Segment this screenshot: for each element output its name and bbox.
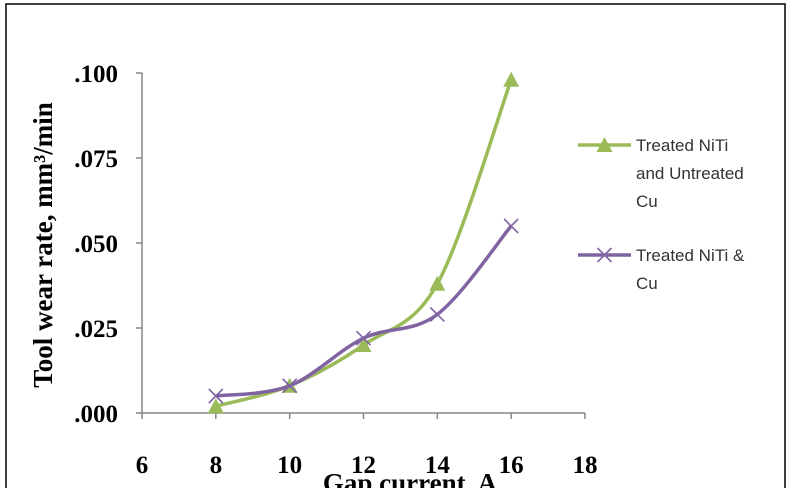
data-point-series-1 bbox=[503, 71, 520, 87]
x-tick-label: 8 bbox=[210, 452, 223, 479]
plot-area bbox=[207, 71, 520, 414]
legend-label-line: Cu bbox=[636, 274, 658, 293]
x-tick-label: 6 bbox=[136, 452, 149, 479]
x-tick-label: 10 bbox=[277, 452, 302, 479]
legend-label-line: and Untreated bbox=[636, 164, 744, 183]
data-point-series-2 bbox=[355, 330, 372, 346]
legend-marker-2 bbox=[596, 247, 613, 263]
y-axis-title: Tool wear rate, mm³/min bbox=[28, 102, 58, 388]
x-axis-title: Gap current, A bbox=[323, 468, 498, 488]
legend-label-line: Cu bbox=[636, 192, 658, 211]
x-tick-label: 18 bbox=[573, 452, 598, 479]
y-tick-label: .000 bbox=[74, 401, 118, 428]
data-point-series-2 bbox=[282, 378, 298, 394]
y-tick-label: .050 bbox=[74, 231, 118, 258]
legend-label-line: Treated NiTi bbox=[636, 136, 728, 155]
data-point-series-2 bbox=[208, 388, 224, 404]
y-tick-label: .075 bbox=[74, 146, 118, 173]
data-point-series-1 bbox=[355, 337, 372, 352]
data-point-series-2 bbox=[429, 306, 445, 322]
data-point-series-1 bbox=[429, 275, 446, 291]
x-tick-label: 12 bbox=[351, 452, 376, 479]
x-tick-label: 14 bbox=[425, 452, 451, 479]
legend-label-line: Treated NiTi & bbox=[636, 246, 745, 265]
y-tick-label: .025 bbox=[74, 316, 118, 343]
legend-marker-1 bbox=[596, 137, 613, 152]
data-point-series-1 bbox=[207, 398, 224, 414]
x-tick-label: 16 bbox=[499, 452, 524, 479]
legend: Treated NiTi and Untreated Cu Treated NiTi … bbox=[578, 136, 745, 293]
tick-labels: 6 8 10 12 14 16 18 .000 .025 .050 .075 .100 bbox=[74, 61, 597, 479]
chart-border bbox=[5, 3, 786, 488]
y-tick-label: .100 bbox=[74, 61, 118, 88]
data-point-series-2 bbox=[503, 218, 519, 234]
